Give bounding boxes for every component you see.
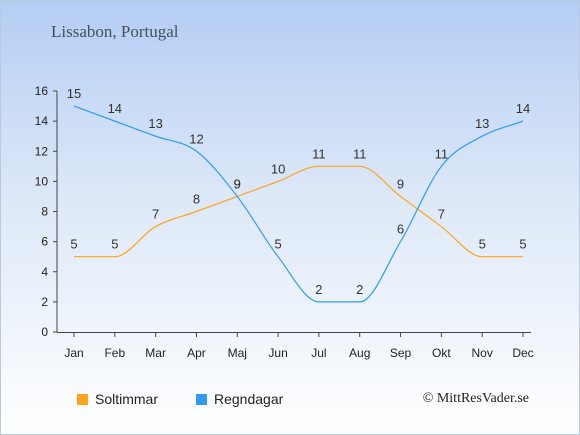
x-tick-label: Dec	[512, 346, 533, 360]
y-tick-label: 8	[41, 205, 48, 219]
y-tick-label: 10	[35, 174, 49, 188]
y-tick-label: 0	[41, 325, 48, 339]
x-tick-label: Aug	[349, 346, 370, 360]
data-label-soltimmar: 5	[519, 237, 526, 252]
x-tick-label: Mar	[145, 346, 166, 360]
data-label-soltimmar: 8	[193, 192, 200, 207]
data-label-regndagar: 11	[435, 146, 449, 161]
data-label-regndagar: 2	[356, 282, 363, 297]
data-label-soltimmar: 5	[111, 237, 118, 252]
y-tick-label: 4	[41, 265, 48, 279]
x-tick-label: Nov	[472, 346, 493, 360]
data-label-regndagar: 13	[475, 116, 489, 131]
y-tick-label: 16	[35, 84, 49, 98]
legend-label-regndagar: Regndagar	[214, 391, 284, 407]
data-label-soltimmar: 5	[70, 237, 77, 252]
series-line-regndagar	[73, 105, 524, 303]
legend-label-soltimmar: Soltimmar	[95, 391, 159, 407]
data-label-soltimmar: 11	[353, 146, 367, 161]
data-label-soltimmar: 5	[479, 237, 486, 252]
data-label-soltimmar: 11	[312, 146, 326, 161]
data-label-soltimmar: 9	[397, 176, 404, 191]
legend-item-regndagar: Regndagar	[196, 391, 283, 407]
data-label-soltimmar: 10	[271, 161, 285, 176]
series-lines	[73, 105, 524, 303]
x-tick-label: Jul	[311, 346, 326, 360]
chart-title: Lissabon, Portugal	[51, 22, 179, 41]
copyright-text: © MittResVader.se	[422, 391, 529, 406]
data-label-regndagar: 9	[234, 176, 241, 191]
data-label-soltimmar: 9	[234, 176, 241, 191]
data-label-soltimmar: 7	[438, 207, 445, 222]
x-tick-label: Feb	[104, 346, 125, 360]
data-label-regndagar: 14	[108, 101, 122, 116]
x-tick-label: Apr	[187, 346, 206, 360]
data-label-soltimmar: 7	[152, 207, 159, 222]
y-tick-label: 6	[41, 235, 48, 249]
y-tick-label: 14	[35, 114, 49, 128]
data-label-regndagar: 5	[274, 237, 281, 252]
data-label-regndagar: 2	[315, 282, 322, 297]
x-tick-label: Jan	[64, 346, 83, 360]
legend-swatch-regndagar	[196, 393, 207, 405]
data-label-regndagar: 15	[67, 86, 81, 101]
data-label-regndagar: 13	[148, 116, 162, 131]
data-label-regndagar: 6	[397, 222, 404, 237]
legend-item-soltimmar: Soltimmar	[77, 391, 158, 407]
x-tick-label: Sep	[390, 346, 412, 360]
x-tick-label: Maj	[228, 346, 247, 360]
y-tick-label: 12	[35, 144, 49, 158]
data-label-regndagar: 14	[516, 101, 530, 116]
x-tick-label: Jun	[268, 346, 287, 360]
y-tick-label: 2	[41, 295, 48, 309]
legend-swatch-soltimmar	[77, 393, 88, 405]
x-tick-label: Okt	[432, 346, 451, 360]
data-label-regndagar: 12	[189, 131, 203, 146]
series-line-soltimmar	[74, 165, 523, 258]
axes: 0 2 4 6 8 10 12 14 16 Jan Feb Mar Apr Maj Jun Jul Aug Sep…	[35, 84, 534, 360]
